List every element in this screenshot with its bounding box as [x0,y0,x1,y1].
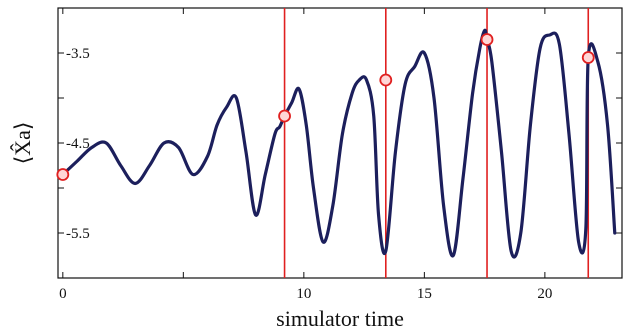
y-tick-label: -5.5 [66,226,90,242]
x-tick-label: 20 [537,286,552,302]
data-marker [278,109,291,123]
y-tick-label: -3.5 [66,46,90,62]
x-axis-label: simulator time [276,306,404,331]
plot-area: 0 10 15 20 -3.5 -4.5 -5.5 [56,7,623,302]
series-line [61,28,617,259]
x-tick-label: 10 [296,286,311,302]
x-tick-label: 0 [59,286,67,302]
data-marker [581,51,595,64]
data-marker [379,73,393,87]
data-marker [56,168,70,181]
data-marker [480,33,494,46]
y-axis-label: ⟨X̂a⟩ [10,122,35,165]
x-tick-label: 15 [417,286,432,302]
y-tick-label: -4.5 [66,136,90,152]
